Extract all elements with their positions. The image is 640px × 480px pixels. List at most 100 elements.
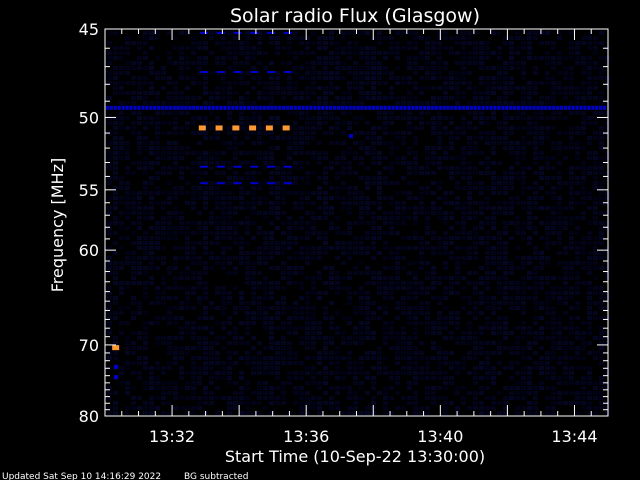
weak-band-mark [399,105,403,110]
background-cell [185,56,190,60]
background-cell [107,196,112,200]
background-cell [479,206,484,210]
background-cell [221,61,226,65]
background-cell [461,221,466,225]
background-cell [419,321,424,325]
background-cell [455,96,460,100]
background-cell [527,96,532,100]
background-cell [155,231,160,235]
background-cell [407,281,412,285]
background-cell [143,331,148,335]
background-cell [575,126,580,130]
background-cell [353,331,358,335]
background-cell [449,286,454,290]
background-cell [257,196,262,200]
background-cell [347,86,352,90]
weak-band-mark [587,105,591,110]
background-cell [233,226,238,230]
background-cell [251,186,256,190]
background-cell [545,41,550,45]
background-cell [179,216,184,220]
background-cell [467,251,472,255]
background-cell [551,221,556,225]
background-cell [329,116,334,120]
background-cell [125,71,130,75]
background-cell [401,296,406,300]
background-cell [497,56,502,60]
background-cell [113,126,118,130]
background-cell [467,56,472,60]
background-cell [461,331,466,335]
background-cell [167,411,172,415]
background-cell [329,321,334,325]
background-cell [371,381,376,385]
background-cell [359,211,364,215]
background-cell [269,241,274,245]
background-cell [413,306,418,310]
background-cell [341,151,346,155]
background-cell [365,221,370,225]
background-cell [371,71,376,75]
background-cell [353,291,358,295]
background-cell [515,86,520,90]
background-cell [443,336,448,340]
background-cell [431,41,436,45]
background-cell [545,306,550,310]
background-cell [461,121,466,125]
background-cell [275,41,280,45]
background-cell [185,126,190,130]
background-cell [401,136,406,140]
background-cell [107,31,112,35]
background-cell [473,126,478,130]
background-cell [575,381,580,385]
background-cell [389,291,394,295]
background-cell [443,236,448,240]
background-cell [395,361,400,365]
background-cell [491,111,496,115]
background-cell [527,221,532,225]
background-cell [257,136,262,140]
background-cell [389,231,394,235]
background-cell [179,71,184,75]
background-cell [269,281,274,285]
background-cell [227,126,232,130]
background-cell [233,66,238,70]
background-cell [335,226,340,230]
background-cell [263,356,268,360]
background-cell [335,171,340,175]
background-cell [407,126,412,130]
background-cell [305,346,310,350]
background-cell [173,156,178,160]
background-cell [347,366,352,370]
background-cell [155,321,160,325]
background-cell [503,316,508,320]
background-cell [437,121,442,125]
background-cell [413,216,418,220]
background-cell [305,356,310,360]
background-cell [149,36,154,40]
background-cell [281,401,286,405]
background-cell [245,171,250,175]
background-cell [437,76,442,80]
background-cell [485,131,490,135]
background-cell [365,206,370,210]
background-cell [221,211,226,215]
background-cell [221,201,226,205]
background-cell [407,76,412,80]
background-cell [521,346,526,350]
background-cell [491,306,496,310]
background-cell [599,101,604,105]
background-cell [587,81,592,85]
background-cell [119,321,124,325]
background-cell [311,51,316,55]
background-cell [341,156,346,160]
background-cell [323,306,328,310]
background-cell [377,286,382,290]
background-cell [155,176,160,180]
background-cell [359,291,364,295]
background-cell [359,321,364,325]
background-cell [527,86,532,90]
background-cell [341,386,346,390]
background-cell [413,221,418,225]
background-cell [359,31,364,35]
